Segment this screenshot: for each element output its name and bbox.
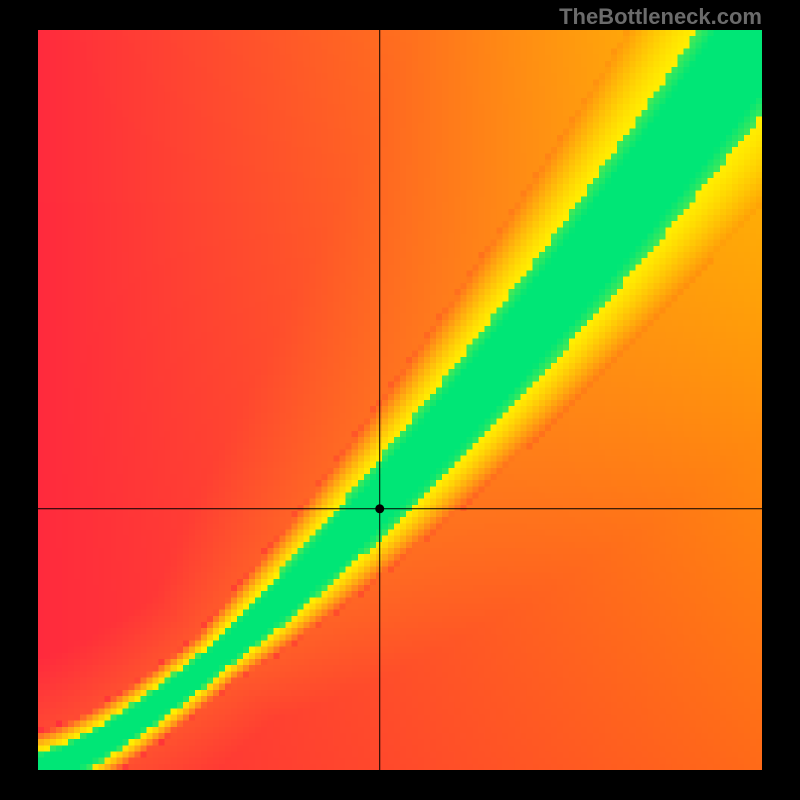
- chart-container: TheBottleneck.com: [0, 0, 800, 800]
- watermark-text: TheBottleneck.com: [559, 4, 762, 30]
- heatmap-canvas: [38, 30, 762, 770]
